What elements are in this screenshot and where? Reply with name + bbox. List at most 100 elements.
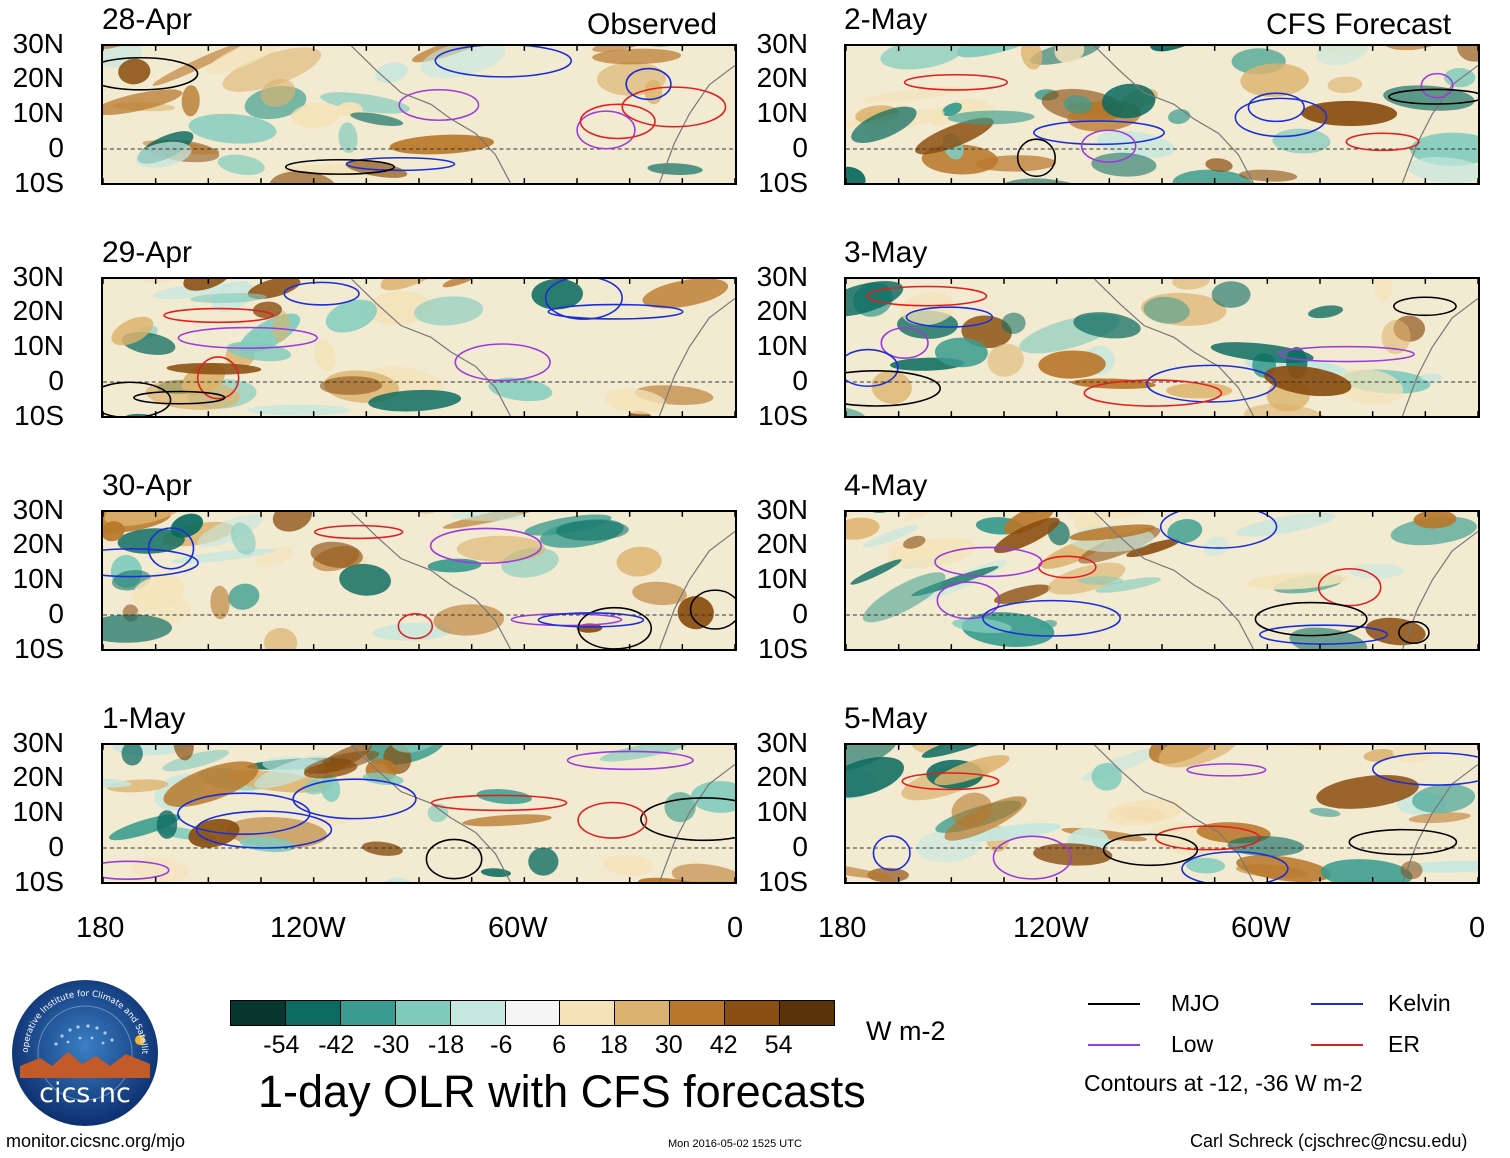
olr-anomaly-blob — [183, 279, 233, 291]
olr-anomaly-blob — [1457, 46, 1478, 62]
wave-contour — [1420, 72, 1454, 99]
lat-label-fc-2-0: 0 — [792, 365, 808, 396]
olr-anomaly-blob — [350, 112, 404, 126]
olr-anomaly-blob — [671, 863, 735, 882]
wave-contour — [577, 606, 653, 649]
olr-anomaly-blob — [488, 377, 553, 402]
olr-anomaly-blob — [290, 103, 322, 121]
olr-anomaly-blob — [909, 745, 946, 754]
legend-label-mjo: MJO — [1171, 990, 1220, 1016]
olr-anomaly-blob — [305, 816, 351, 827]
wave-contour — [1154, 825, 1261, 851]
wave-contour — [1278, 345, 1415, 363]
wave-contour — [1186, 763, 1267, 777]
olr-anomaly-blob — [1003, 512, 1054, 535]
olr-anomaly-blob — [592, 48, 682, 65]
lat-label-obs-2-10n: 10N — [12, 330, 64, 361]
panel-date-obs-1: 28-Apr — [102, 3, 193, 36]
olr-anomaly-blob — [1001, 312, 1026, 334]
colorbar-swatch — [614, 1000, 671, 1026]
olr-anomaly-blob — [197, 514, 263, 547]
wave-contour — [577, 801, 648, 839]
olr-anomaly-blob — [111, 316, 154, 346]
olr-anomaly-blob — [1172, 169, 1254, 183]
colorbar-label: -30 — [373, 1031, 410, 1059]
olr-anomaly-blob — [1020, 46, 1043, 70]
colorbar-swatch — [504, 1000, 561, 1026]
lat-label-fc-3-30n: 30N — [756, 494, 808, 525]
olr-anomaly-blob — [1239, 169, 1298, 182]
olr-anomaly-blob — [993, 584, 1051, 604]
olr-anomaly-blob — [1400, 860, 1423, 880]
lon-label-fc-120w: 120W — [1013, 912, 1089, 944]
legend-line-low — [1088, 1044, 1140, 1046]
olr-anomaly-blob — [366, 291, 432, 326]
coastline — [1094, 279, 1254, 416]
lat-label-fc-1-0: 0 — [792, 132, 808, 163]
olr-anomaly-blob — [156, 810, 178, 839]
olr-anomaly-blob — [647, 163, 703, 175]
olr-anomaly-blob — [1158, 745, 1239, 768]
wave-contour — [429, 527, 542, 564]
olr-anomaly-blob — [1186, 857, 1226, 874]
olr-anomaly-blob — [987, 343, 1024, 377]
olr-anomaly-blob — [480, 868, 512, 878]
coastline — [1094, 46, 1254, 183]
olr-anomaly-blob — [104, 512, 188, 526]
olr-map-fc-3 — [844, 510, 1480, 651]
lat-label-obs-1-0: 0 — [48, 132, 64, 163]
olr-anomaly-blob — [1091, 763, 1122, 791]
wave-contour — [1317, 567, 1382, 607]
colorbar-units: W m-2 — [866, 1016, 946, 1046]
olr-anomaly-blob — [228, 583, 260, 610]
olr-anomaly-blob — [1063, 95, 1093, 114]
wave-contour — [903, 73, 1009, 91]
olr-anomaly-blob — [616, 546, 662, 577]
coastline — [351, 279, 511, 416]
olr-anomaly-blob — [162, 749, 230, 772]
olr-anomaly-blob — [934, 755, 1010, 786]
olr-anomaly-blob — [880, 46, 963, 70]
olr-anomaly-blob — [1038, 350, 1106, 379]
lat-label-fc-3-10s: 10S — [758, 633, 808, 664]
olr-anomaly-blob — [1381, 319, 1411, 355]
coastline — [658, 763, 735, 882]
wave-contour — [430, 794, 568, 812]
olr-anomaly-blob — [132, 575, 185, 610]
colorbar-swatch — [339, 1000, 396, 1026]
olr-anomaly-blob — [442, 279, 477, 288]
olr-anomaly-blob — [1166, 382, 1233, 399]
olr-anomaly-blob — [427, 803, 449, 823]
olr-anomaly-blob — [862, 86, 965, 103]
wave-contour — [1393, 296, 1457, 317]
olr-anomaly-blob — [361, 841, 403, 856]
wave-contour — [537, 612, 645, 628]
legend-line-kelvin — [1311, 1003, 1363, 1005]
colorbar-label: 18 — [599, 1031, 628, 1059]
olr-anomaly-blob — [1107, 799, 1183, 826]
olr-anomaly-blob — [380, 279, 452, 291]
colorbar-swatch — [394, 1000, 451, 1026]
olr-anomaly-blob — [1272, 128, 1331, 154]
wave-contour — [905, 306, 994, 328]
wave-contour — [1234, 97, 1328, 138]
wave-contour — [579, 103, 656, 140]
lat-label-obs-4-30n: 30N — [12, 727, 64, 758]
wave-contour — [566, 750, 694, 771]
olr-anomaly-blob — [1301, 100, 1398, 126]
lat-label-obs-2-10s: 10S — [14, 400, 64, 431]
cics-logo: Cooperative Institute for Climate and Sa… — [7, 971, 160, 1128]
wave-contour — [1033, 120, 1165, 146]
olr-anomaly-blob — [420, 46, 506, 79]
olr-anomaly-blob — [604, 388, 667, 415]
lon-label-fc-60w: 60W — [1231, 912, 1291, 944]
wave-contour — [1146, 364, 1277, 403]
lat-label-fc-2-10s: 10S — [758, 400, 808, 431]
olr-map-fc-1 — [844, 44, 1480, 185]
olr-anomaly-blob — [462, 814, 552, 827]
footer-url[interactable]: monitor.cicsnc.org/mjo — [6, 1131, 186, 1151]
olr-anomaly-blob — [871, 370, 912, 404]
lat-label-obs-2-0: 0 — [48, 365, 64, 396]
olr-anomaly-blob — [103, 614, 173, 643]
olr-anomaly-blob — [1077, 576, 1124, 585]
